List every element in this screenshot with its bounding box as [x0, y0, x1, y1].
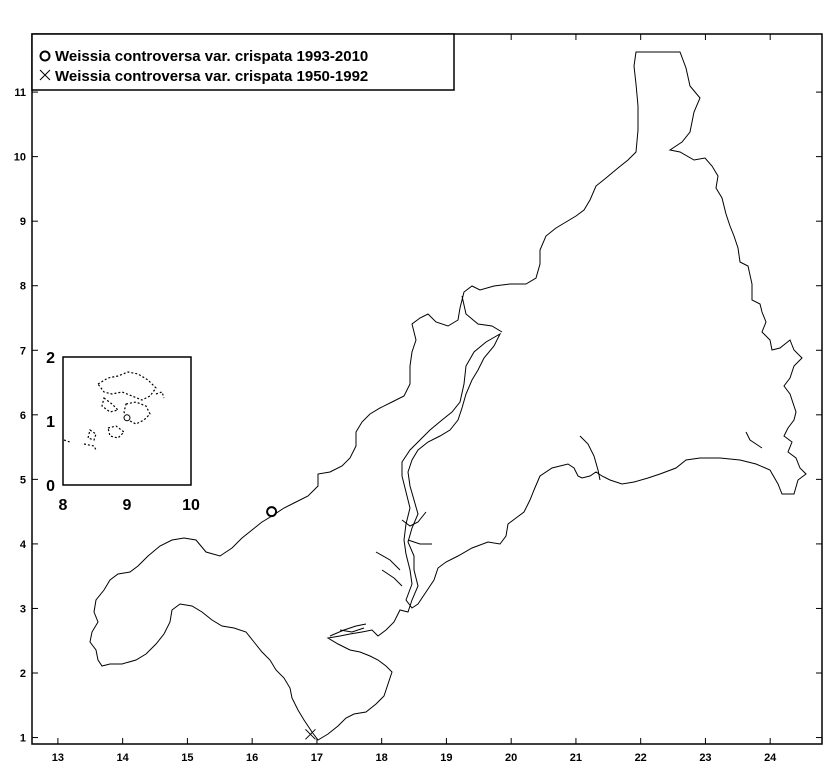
- record-circle-marker: [266, 506, 278, 518]
- inset-x-tick-label: 8: [59, 497, 68, 514]
- y-tick-label: 11: [14, 87, 26, 99]
- legend-label-1950-1992: Weissia controversa var. crispata 1950-1…: [55, 68, 368, 85]
- inset-x-tick-label: 10: [182, 497, 200, 514]
- inset-axes: 8 9 10 0 1 2: [46, 350, 200, 514]
- inset-y-tick-label: 1: [46, 414, 55, 431]
- record-markers: [123, 414, 316, 740]
- y-tick-label: 5: [20, 474, 26, 486]
- x-tick-label: 24: [764, 752, 777, 764]
- x-tick-label: 22: [635, 752, 647, 764]
- legend: Weissia controversa var. crispata 1993-2…: [31, 33, 455, 91]
- coastline-outline: [89, 51, 807, 741]
- scilly-isles: [63, 371, 165, 451]
- x-tick-label: 18: [376, 752, 388, 764]
- x-tick-label: 23: [699, 752, 711, 764]
- legend-label-1993-2010: Weissia controversa var. crispata 1993-2…: [55, 48, 368, 65]
- legend-cross-marker: [39, 69, 51, 81]
- x-tick-label: 15: [181, 752, 193, 764]
- x-tick-label: 19: [440, 752, 452, 764]
- inset-y-tick-label: 0: [46, 478, 55, 495]
- y-tick-label: 4: [20, 539, 27, 551]
- y-tick-label: 2: [20, 668, 26, 680]
- x-tick-label: 21: [570, 752, 582, 764]
- inset-x-tick-label: 9: [123, 497, 132, 514]
- x-tick-label: 13: [52, 752, 64, 764]
- y-tick-label: 10: [14, 152, 26, 164]
- x-tick-label: 20: [505, 752, 517, 764]
- inset-record-circle-marker: [123, 414, 131, 422]
- x-tick-label: 14: [117, 752, 130, 764]
- y-tick-label: 7: [20, 345, 26, 357]
- inset-map: 8 9 10 0 1 2: [46, 350, 200, 514]
- y-tick-label: 9: [20, 216, 26, 228]
- estuaries: [329, 295, 763, 637]
- x-tick-label: 17: [311, 752, 323, 764]
- legend-box: [31, 33, 455, 91]
- y-tick-label: 8: [20, 281, 26, 293]
- y-tick-label: 1: [20, 733, 26, 745]
- y-tick-label: 6: [20, 410, 26, 422]
- x-axis: 13 14 15 16 17 18 19 20 21 22 23 24: [52, 34, 777, 764]
- legend-circle-marker: [39, 50, 51, 62]
- y-tick-label: 3: [20, 603, 26, 615]
- inset-y-tick-label: 2: [46, 350, 55, 367]
- x-tick-label: 16: [246, 752, 258, 764]
- record-cross-marker: [305, 728, 316, 740]
